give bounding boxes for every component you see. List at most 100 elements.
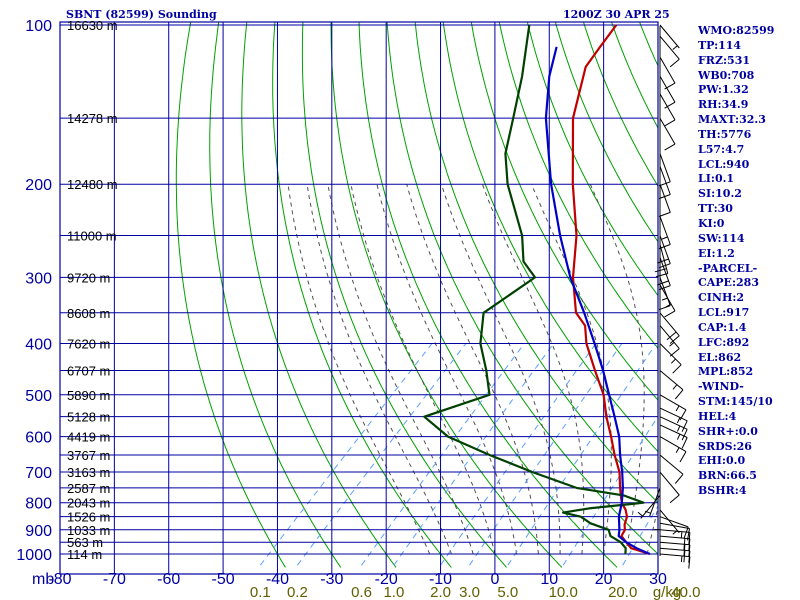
wind-barb (659, 24, 680, 50)
pressure-tick-label: 100 (25, 18, 52, 35)
pressure-tick-label: 700 (25, 465, 52, 482)
barb-feather (664, 101, 676, 109)
mixing-ratio-label: 3.0 (459, 584, 480, 600)
index-value: MPL:852 (698, 365, 754, 379)
barb-half-feather (672, 384, 678, 390)
height-label: 16630 m (67, 18, 118, 33)
barb-feather (657, 280, 669, 286)
barb-half-feather (672, 530, 678, 535)
index-value: FRZ:531 (698, 53, 751, 67)
barb-feather (664, 119, 676, 127)
wind-barb (658, 153, 671, 187)
barb-staff (659, 522, 690, 529)
barb-half-feather (680, 555, 683, 562)
barb-staff (659, 394, 687, 411)
index-value: -PARCEL- (698, 261, 758, 275)
index-value: -WIND- (698, 380, 744, 394)
barb-staff (659, 24, 680, 49)
barb-feather (683, 538, 686, 551)
mixing-ratio-label: 20.0 (608, 584, 637, 600)
wind-barb (659, 516, 689, 539)
moist-adiabat (440, 184, 561, 554)
barb-feather (657, 258, 669, 264)
barb-staff (659, 541, 690, 546)
barb-staff (649, 487, 661, 517)
pressure-tick-label: 600 (25, 430, 52, 447)
mixing-ratio-label: 0.1 (250, 584, 271, 600)
dry-adiabat (470, 22, 658, 401)
index-value: WB0:708 (698, 68, 755, 82)
dry-adiabat (241, 22, 397, 568)
mixing-ratio-label: 1.0 (383, 584, 404, 600)
barb-feather (683, 550, 686, 563)
barb-feather (679, 409, 687, 421)
wind-barb (659, 394, 687, 421)
mixing-ratio-unit: g/kg (653, 584, 681, 600)
temperature-tick-label: 20 (595, 571, 613, 588)
wind-barb (659, 454, 684, 484)
temperature-tick-label: -70 (103, 571, 126, 588)
barb-staff (659, 56, 676, 84)
barb-half-feather (675, 447, 680, 454)
barb-feather (683, 544, 686, 557)
pressure-tick-label: 1000 (16, 547, 52, 564)
height-label: 1033 m (67, 523, 110, 538)
barb-feather (658, 194, 671, 200)
barb-staff (659, 436, 687, 453)
barb-feather (688, 538, 691, 551)
index-value: TT:30 (698, 202, 733, 216)
barb-feather (688, 532, 691, 545)
index-value: LI:0.1 (698, 172, 735, 186)
height-label: 7620 m (67, 337, 110, 352)
barb-feather (666, 331, 677, 341)
barb-half-feather (676, 417, 681, 424)
pressure-tick-label: 500 (25, 388, 52, 405)
index-value: BSHR:4 (698, 484, 747, 498)
barb-half-feather (637, 511, 643, 517)
barb-staff (659, 244, 669, 274)
mixing-ratio-label: 40.0 (671, 584, 700, 600)
barb-staff (659, 547, 690, 552)
wind-barb (659, 541, 691, 557)
barb-half-feather (675, 405, 680, 412)
wind-barb (659, 325, 680, 357)
barb-feather (687, 528, 690, 541)
wind-barb (644, 487, 661, 517)
barb-staff (659, 216, 671, 245)
temperature-tick-label: -50 (212, 571, 235, 588)
dry-adiabat (414, 22, 658, 504)
moist-adiabat (306, 184, 452, 555)
mixing-ratio-label: 2.0 (430, 584, 451, 600)
height-label: 9720 m (67, 270, 110, 285)
temperature-tick-label: 30 (649, 571, 667, 588)
barb-half-feather (680, 531, 683, 538)
barb-half-feather (661, 236, 668, 240)
barb-feather (688, 544, 691, 557)
barb-feather (681, 437, 688, 449)
barb-feather (658, 285, 671, 291)
pressure-tick-label: 900 (25, 523, 52, 540)
index-value: MAXT:32.3 (698, 113, 766, 127)
index-value: LCL:940 (698, 157, 750, 171)
barb-feather (664, 82, 676, 90)
index-value: KI:0 (698, 216, 725, 230)
dry-adiabat (175, 22, 286, 568)
height-label: 2587 m (67, 481, 110, 496)
index-value: SRDS:26 (698, 439, 752, 453)
barb-feather (669, 335, 680, 344)
barb-staff (659, 370, 684, 391)
barb-feather (664, 310, 676, 318)
mixing-ratio-label: 10.0 (549, 584, 578, 600)
wind-barb-column (637, 24, 691, 569)
temperature-tick-label: 0 (490, 571, 499, 588)
moist-adiabat (481, 184, 585, 555)
barb-staff (659, 529, 690, 533)
wind-barb (659, 553, 691, 569)
index-value: SW:114 (698, 231, 745, 245)
dry-adiabat (358, 22, 618, 568)
barb-half-feather (676, 425, 681, 432)
index-value: TP:114 (698, 38, 742, 52)
index-value: BRN:66.5 (698, 469, 757, 483)
barb-staff (659, 516, 689, 528)
temperature-tick-label: -20 (375, 571, 398, 588)
